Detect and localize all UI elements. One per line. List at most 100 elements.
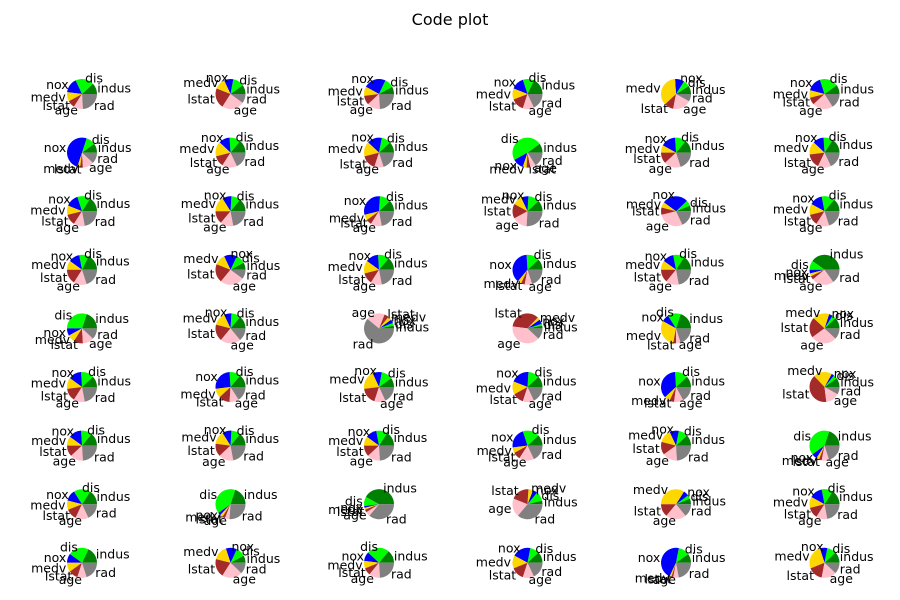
- slice-label-lstat: lstat: [633, 151, 661, 166]
- pie-slice-medv: [215, 387, 231, 398]
- slice-label-nox: nox: [351, 71, 374, 86]
- slice-label-lstat: lstat: [644, 571, 672, 586]
- pie-slice-lstat: [809, 152, 825, 167]
- slice-label-lstat: lstat: [644, 395, 672, 410]
- slice-label-medv: medv: [328, 141, 364, 156]
- slice-label-rad: rad: [542, 153, 563, 168]
- slice-label-indus: indus: [839, 137, 873, 152]
- pie-slice-age: [220, 328, 241, 344]
- pie-slice-dis: [527, 196, 539, 212]
- slice-label-medv: medv: [328, 502, 364, 517]
- pie-slice-age: [73, 387, 85, 402]
- slice-label-indus: indus: [839, 197, 873, 212]
- slice-label-medv: medv: [181, 196, 217, 211]
- pie-slice-indus: [365, 489, 394, 505]
- slice-label-medv: medv: [30, 498, 66, 513]
- slice-label-dis: dis: [382, 422, 400, 437]
- slice-label-nox: nox: [348, 424, 371, 439]
- pie-slice-dis: [667, 313, 681, 329]
- slice-label-dis: dis: [690, 195, 708, 210]
- slice-label-lstat: lstat: [41, 213, 69, 228]
- pie-slice-medv: [661, 145, 676, 153]
- pie-slice-dis: [675, 137, 686, 153]
- slice-label-dis: dis: [534, 247, 552, 262]
- slice-label-indus: indus: [838, 428, 872, 443]
- slice-label-indus: indus: [543, 549, 577, 564]
- slice-label-rad: rad: [95, 272, 116, 287]
- pie-slice-lstat: [67, 269, 82, 283]
- slice-label-age: age: [801, 162, 825, 177]
- pie-slice-lstat: [366, 211, 379, 224]
- pie-slice-dis: [676, 81, 689, 94]
- pie-slice-nox: [222, 430, 232, 446]
- pie-slice-dis: [379, 322, 394, 329]
- slice-label-lstat: lstat: [338, 272, 366, 287]
- pie-slice-lstat: [809, 376, 827, 402]
- pie-slice-dis: [230, 196, 241, 212]
- slice-label-medv: medv: [31, 560, 67, 575]
- slice-label-medv: medv: [773, 495, 809, 510]
- pie-slice-nox: [224, 313, 232, 329]
- pie-slice-rad: [676, 94, 691, 102]
- slice-label-indus: indus: [691, 432, 725, 447]
- slice-label-medv: medv: [183, 310, 219, 325]
- slice-label-indus: indus: [840, 374, 874, 389]
- slice-label-indus: indus: [543, 256, 577, 271]
- pie-slice-age: [821, 445, 830, 461]
- pie-slice-age: [73, 269, 87, 285]
- slice-label-medv: medv: [476, 87, 512, 102]
- pie-slice-medv: [514, 197, 528, 212]
- pie-slice-lstat: [512, 313, 538, 329]
- slice-label-medv: medv: [328, 259, 364, 274]
- slice-label-age: age: [352, 305, 376, 320]
- pie-slice-dis: [824, 315, 836, 329]
- slice-label-age: age: [57, 279, 81, 294]
- slice-label-lstat: lstat: [784, 506, 812, 521]
- slice-label-dis: dis: [793, 428, 811, 443]
- slice-label-dis: dis: [387, 131, 405, 146]
- pie-slice-dis: [379, 137, 390, 153]
- pie-slice-age: [512, 326, 539, 344]
- slice-label-lstat: lstat: [781, 320, 809, 335]
- pie-slice-medv: [67, 562, 82, 572]
- slice-label-age: age: [203, 220, 227, 235]
- slice-label-age: age: [233, 572, 257, 587]
- slice-label-age: age: [350, 453, 374, 468]
- slice-label-dis: dis: [236, 129, 254, 144]
- slice-label-indus: indus: [692, 494, 726, 509]
- pie-slice-nox: [811, 489, 825, 505]
- pie-slice-dis: [230, 79, 243, 94]
- pie-slice-dis: [527, 548, 539, 563]
- pie-slice-nox: [513, 79, 528, 94]
- pie-slice-nox: [527, 319, 542, 329]
- pie-slice-nox: [67, 328, 82, 336]
- slice-label-age: age: [231, 337, 255, 352]
- pie-slice-rad: [82, 562, 97, 578]
- slice-label-medv: medv: [31, 433, 67, 448]
- slice-label-indus: indus: [395, 374, 429, 389]
- pie-slice-nox: [69, 430, 82, 446]
- pie-slice-age: [73, 94, 83, 109]
- pie-slice-dis: [527, 372, 539, 387]
- pie-slice-dis: [75, 79, 93, 94]
- slice-label-nox: nox: [536, 483, 559, 498]
- pie-slice-lstat: [215, 324, 231, 340]
- slice-label-nox: nox: [494, 75, 517, 90]
- slice-label-rad: rad: [97, 151, 118, 166]
- slice-label-lstat: lstat: [484, 204, 512, 219]
- slice-label-age: age: [56, 396, 80, 411]
- slice-label-indus: indus: [541, 78, 575, 93]
- pie-slice-rad: [379, 562, 394, 578]
- pie-slice-indus: [527, 552, 543, 563]
- slice-label-age: age: [233, 279, 257, 294]
- pie-slice-indus: [824, 378, 840, 387]
- pie-slice-lstat: [665, 94, 676, 109]
- slice-label-medv: medv: [773, 202, 809, 217]
- pie-slice-age: [673, 94, 690, 109]
